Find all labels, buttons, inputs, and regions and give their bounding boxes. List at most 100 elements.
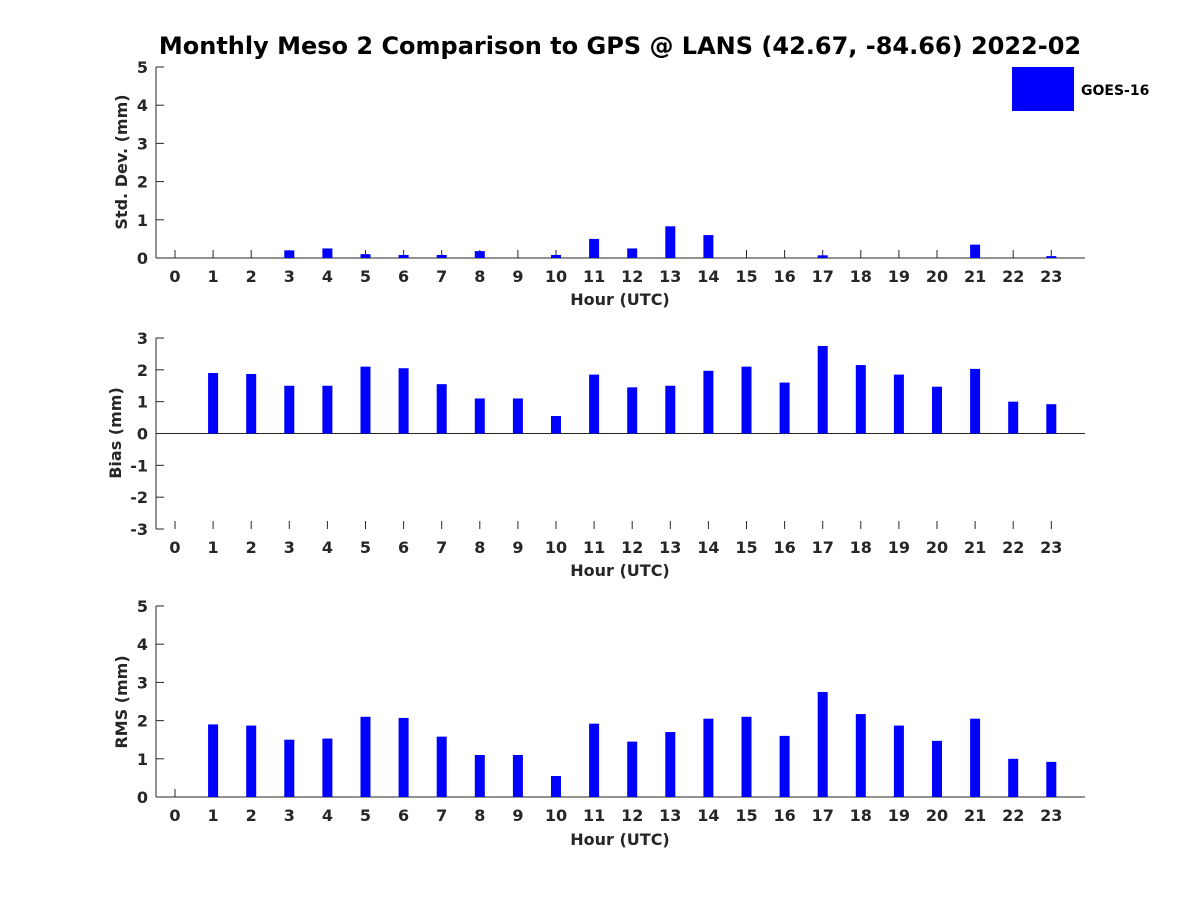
panel-std-dev-xtick-label: 22 <box>1002 267 1024 286</box>
panel-bias-bar <box>246 373 257 434</box>
panel-rms-bar <box>932 740 942 797</box>
panel-bias-xtick-label: 16 <box>773 538 795 557</box>
panel-rms-ytick-label: 4 <box>137 635 148 654</box>
panel-rms-bar <box>855 714 866 797</box>
panel-bias-ytick-label: -2 <box>130 488 148 507</box>
panel-bias-ytick-label: 0 <box>137 425 148 444</box>
panel-rms-xtick-label: 12 <box>621 806 643 825</box>
panel-bias-xtick-label: 8 <box>474 538 485 557</box>
panel-std-dev-xtick-label: 14 <box>697 267 719 286</box>
panel-std-dev-bar <box>322 248 333 258</box>
legend: GOES-16 <box>1012 67 1149 111</box>
panel-rms-xtick-label: 16 <box>773 806 795 825</box>
panel-bias-bar <box>779 382 790 434</box>
panel-std-dev-xtick-label: 6 <box>398 267 409 286</box>
panel-bias-ytick-label: -1 <box>130 456 148 475</box>
panel-bias-bar <box>970 368 981 434</box>
panel-rms-xtick-label: 20 <box>926 806 948 825</box>
panel-bias-bar <box>436 384 447 434</box>
panel-bias-ylabel: Bias (mm) <box>106 387 125 479</box>
panel-rms-xtick-label: 4 <box>322 806 333 825</box>
panel-bias-xtick-label: 6 <box>398 538 409 557</box>
panel-bias-bar <box>360 366 371 434</box>
panel-bias-bar <box>551 415 561 434</box>
panel-std-dev-xtick-label: 4 <box>322 267 333 286</box>
panel-rms-bar <box>208 724 219 797</box>
panel-rms-xtick-label: 15 <box>735 806 757 825</box>
panel-rms-xtick-label: 13 <box>659 806 681 825</box>
panel-std-dev-bar <box>284 250 295 258</box>
panel-bias-xtick-label: 22 <box>1002 538 1024 557</box>
panel-rms-xtick-label: 9 <box>512 806 523 825</box>
panel-rms-xtick-label: 3 <box>284 806 295 825</box>
panel-std-dev-bar <box>817 255 828 258</box>
panel-bias-xtick-label: 15 <box>735 538 757 557</box>
panel-std-dev-xtick-label: 21 <box>964 267 986 286</box>
panel-bias-xtick-label: 23 <box>1040 538 1062 557</box>
panel-rms-xtick-label: 8 <box>474 806 485 825</box>
panel-rms-xtick-label: 21 <box>964 806 986 825</box>
panel-rms-bar <box>741 716 752 797</box>
panel-rms-xtick-label: 11 <box>583 806 605 825</box>
panel-rms-bar <box>360 716 371 797</box>
panel-rms-bar <box>284 739 295 797</box>
panel-rms-ytick-label: 0 <box>137 788 148 807</box>
panel-bias-xlabel: Hour (UTC) <box>570 561 670 580</box>
panel-bias-xtick-label: 9 <box>512 538 523 557</box>
panel-std-dev-xtick-label: 20 <box>926 267 948 286</box>
panel-rms-xtick-label: 19 <box>888 806 910 825</box>
panel-std-dev-xtick-label: 7 <box>436 267 447 286</box>
panel-rms-bar <box>779 735 790 797</box>
panel-bias-bar <box>284 385 295 434</box>
panel-std-dev-xtick-label: 17 <box>812 267 834 286</box>
panel-rms-bar <box>512 754 523 797</box>
panel-std-dev-bar <box>1046 256 1057 258</box>
panel-bias-bar <box>208 373 219 434</box>
panel-std-dev-ytick-label: 4 <box>137 96 148 115</box>
panel-bias-bar <box>817 345 828 434</box>
panel-std-dev-xtick-label: 11 <box>583 267 605 286</box>
panel-std-dev-bar <box>551 254 561 258</box>
panel-rms-bar <box>246 725 257 797</box>
panel-std-dev-ytick-label: 1 <box>137 211 148 230</box>
panel-bias-bar <box>703 370 714 434</box>
panel-std-dev-ytick-label: 0 <box>137 249 148 268</box>
panel-rms: RMS (mm) Hour (UTC) <box>112 655 670 849</box>
panel-bias-bar <box>589 374 600 434</box>
panel-bias-xtick-label: 3 <box>284 538 295 557</box>
panel-std-dev-ytick-label: 2 <box>137 173 148 192</box>
panel-rms-bar <box>703 718 714 797</box>
panel-rms-xtick-label: 2 <box>246 806 257 825</box>
panel-bias-xtick-label: 11 <box>583 538 605 557</box>
panel-bias-xtick-label: 7 <box>436 538 447 557</box>
panel-rms-bar <box>665 732 676 797</box>
panel-bias-bar <box>512 398 523 434</box>
panel-std-dev-xtick-label: 19 <box>888 267 910 286</box>
panel-bias-xtick-label: 13 <box>659 538 681 557</box>
panel-rms-bar <box>322 738 333 797</box>
panel-std-dev-bar <box>474 251 485 258</box>
panel-rms-bar <box>474 754 485 797</box>
panel-rms-xtick-label: 22 <box>1002 806 1024 825</box>
panel-std-dev-bar <box>627 248 638 258</box>
panel-rms-xtick-label: 7 <box>436 806 447 825</box>
panel-std-dev-xtick-label: 18 <box>850 267 872 286</box>
panel-bias-xtick-label: 12 <box>621 538 643 557</box>
panel-bias-ytick-label: 2 <box>137 361 148 380</box>
panel-rms-xtick-label: 10 <box>545 806 567 825</box>
panel-std-dev-xtick-label: 8 <box>474 267 485 286</box>
panel-std-dev-xlabel: Hour (UTC) <box>570 290 670 309</box>
panel-std-dev-xtick-label: 2 <box>246 267 257 286</box>
panel-bias-bar <box>474 398 485 434</box>
panel-bias-bar <box>855 365 866 434</box>
panel-bias-bar <box>398 368 409 434</box>
panel-std-dev-ytick-label: 5 <box>137 58 148 77</box>
panel-rms-bar <box>551 775 561 797</box>
panel-std-dev-bar <box>398 254 409 258</box>
panel-bias-xtick-label: 17 <box>812 538 834 557</box>
panel-rms-bar <box>398 717 409 797</box>
legend-swatch <box>1012 67 1074 111</box>
chart-title: Monthly Meso 2 Comparison to GPS @ LANS … <box>159 32 1081 60</box>
panel-rms-bar <box>627 741 638 797</box>
panel-rms-bar <box>1008 758 1019 797</box>
